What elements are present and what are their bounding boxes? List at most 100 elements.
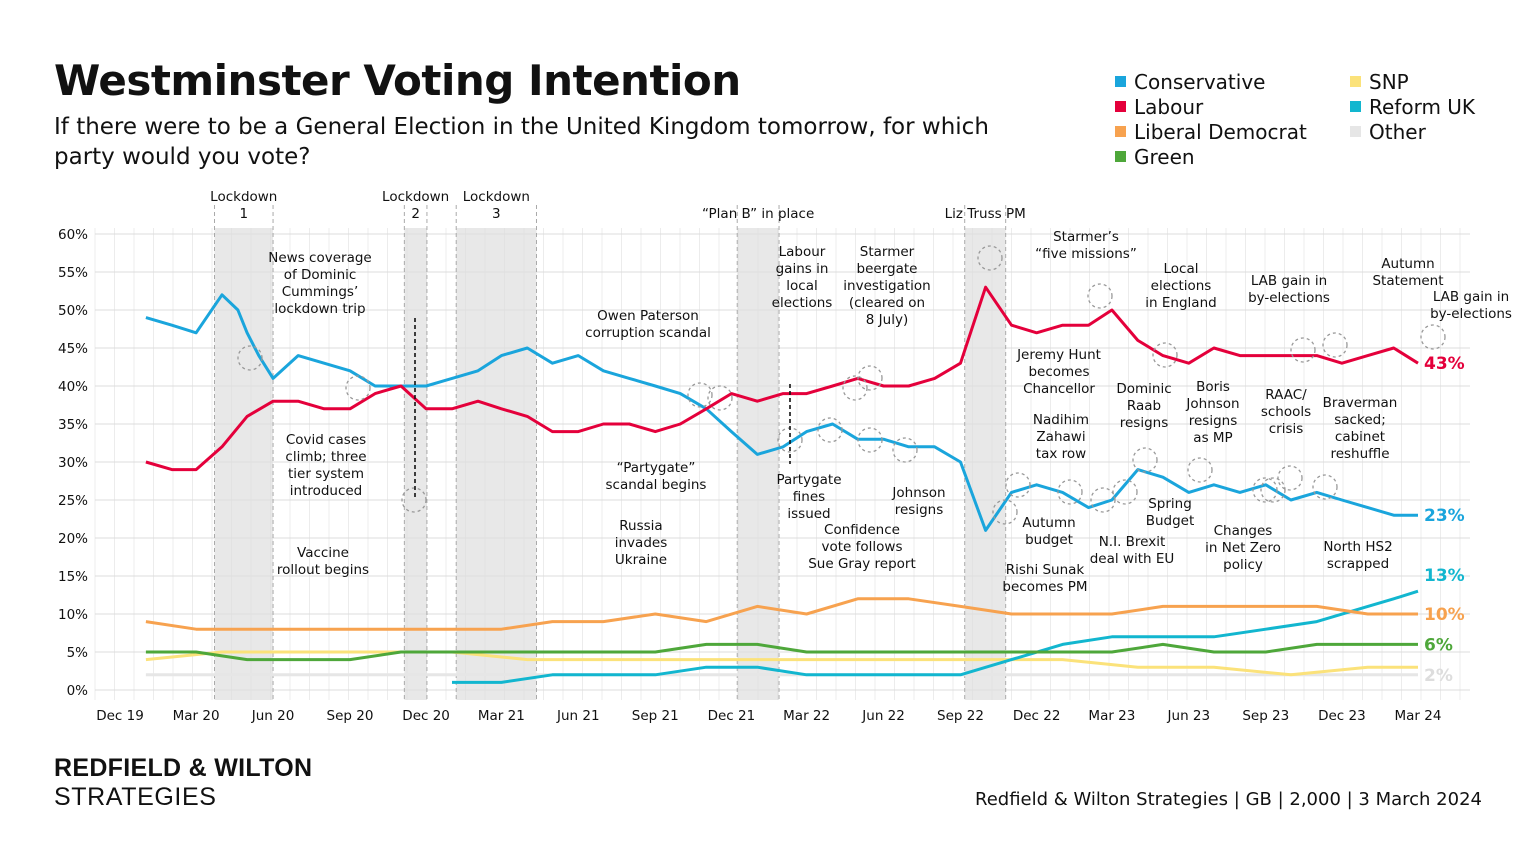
x-tick-label: Jun 21 xyxy=(556,708,600,724)
chart-title: Westminster Voting Intention xyxy=(54,56,741,105)
event-marker xyxy=(1277,465,1303,491)
event-marker xyxy=(892,437,918,463)
annotation-line: North HS2 xyxy=(1323,539,1392,555)
event-marker xyxy=(1152,342,1178,368)
event-marker xyxy=(1260,477,1286,503)
event-marker xyxy=(345,375,371,401)
annotation-line: as MP xyxy=(1193,430,1232,446)
annotation-line: LAB gain in xyxy=(1433,289,1509,305)
annotation-label: Dominic Raab resigns xyxy=(1116,381,1171,431)
label-line: “Plan B” in place xyxy=(702,206,814,222)
annotation-line: Vaccine xyxy=(297,545,349,561)
annotation-line: Raab xyxy=(1127,398,1161,414)
x-tick-label: Dec 20 xyxy=(402,708,450,724)
legend-label: Reform UK xyxy=(1369,95,1476,119)
shaded-period xyxy=(214,228,274,700)
annotation-line: fines xyxy=(793,489,825,505)
series-line-labour xyxy=(145,285,1419,472)
annotation-line: Local xyxy=(1164,261,1199,277)
y-tick-label: 25% xyxy=(58,493,88,509)
event-marker xyxy=(1322,332,1348,358)
series-end-label: 10% xyxy=(1424,605,1465,625)
series-line-reform-uk xyxy=(452,589,1419,684)
annotation-line: Starmer xyxy=(860,244,915,260)
y-tick-label: 45% xyxy=(58,341,88,357)
x-tick-label: Mar 24 xyxy=(1395,708,1442,724)
event-marker xyxy=(401,487,427,513)
annotation-label: Braverman sacked; cabinet reshuffle xyxy=(1323,395,1398,462)
annotation-line: Russia xyxy=(619,518,662,534)
annotation-label: Starmer beergate investigation (cleared on 8… xyxy=(843,244,930,328)
series-end-label: 23% xyxy=(1424,506,1465,526)
annotation-line: LAB gain in xyxy=(1251,273,1327,289)
annotation-line: resigns xyxy=(1120,415,1169,431)
legend-label: SNP xyxy=(1369,70,1409,94)
x-tick-label: Sep 23 xyxy=(1242,708,1289,724)
legend-item-reform: Reform UK xyxy=(1350,95,1475,119)
y-tick-label: 15% xyxy=(58,569,88,585)
y-tick-label: 60% xyxy=(58,227,88,243)
annotation-label: N.I. Brexit deal with EU xyxy=(1090,534,1175,567)
event-marker xyxy=(977,245,1003,271)
series-line-snp xyxy=(145,650,1418,677)
annotation-label: Jeremy Hunt becomes Chancellor xyxy=(1016,347,1101,397)
brand-name: REDFIELD & WILTON xyxy=(54,754,313,782)
annotation-line: News coverage xyxy=(268,250,371,266)
annotation-line: “five missions” xyxy=(1035,246,1137,262)
event-marker xyxy=(1132,447,1158,473)
annotation-line: introduced xyxy=(290,483,363,499)
series-end-label: 13% xyxy=(1424,566,1465,586)
annotation-line: by-elections xyxy=(1430,306,1512,322)
annotation-line: Autumn xyxy=(1381,256,1434,272)
legend-item-other: Other xyxy=(1350,120,1426,144)
annotation-line: tax row xyxy=(1036,446,1086,462)
legend-label: Green xyxy=(1134,145,1195,169)
event-marker xyxy=(992,499,1018,525)
annotation-line: deal with EU xyxy=(1090,551,1175,567)
annotation-line: Labour xyxy=(779,244,826,260)
y-tick-label: 55% xyxy=(58,265,88,281)
event-marker xyxy=(1252,477,1278,503)
annotation-line: issued xyxy=(787,506,830,522)
annotation-label: Nadihim Zahawi tax row xyxy=(1033,412,1089,462)
event-marker xyxy=(707,385,733,411)
annotation-line: resigns xyxy=(1189,413,1238,429)
shaded-period-label: Lockdown 1 xyxy=(210,189,277,222)
shaded-period-label: Liz Truss PM xyxy=(945,206,1026,222)
annotation-line: Cummings’ xyxy=(282,284,359,300)
annotation-line: in Net Zero xyxy=(1205,540,1281,556)
x-tick-label: Jun 22 xyxy=(861,708,905,724)
shaded-period-label: Lockdown 3 xyxy=(463,189,530,222)
annotation-line: Ukraine xyxy=(615,552,667,568)
annotation-label: LAB gain in by-elections xyxy=(1430,289,1512,322)
event-marker xyxy=(1420,324,1446,350)
label-line: 2 xyxy=(411,206,420,222)
event-marker xyxy=(1087,283,1113,309)
annotation-line: beergate xyxy=(857,261,918,277)
annotation-line: Statement xyxy=(1372,273,1443,289)
event-marker xyxy=(1005,472,1031,498)
x-tick-label: Jun 20 xyxy=(251,708,295,724)
event-marker xyxy=(1057,479,1083,505)
annotation-label: Changes in Net Zero policy xyxy=(1205,523,1281,573)
annotation-line: scandal begins xyxy=(606,477,707,493)
x-tick-label: Dec 21 xyxy=(708,708,756,724)
legend-label: Liberal Democrat xyxy=(1134,120,1307,144)
y-tick-label: 40% xyxy=(58,379,88,395)
annotation-label: Owen Paterson corruption scandal xyxy=(585,308,711,341)
annotation-label: Starmer’s “five missions” xyxy=(1035,229,1137,262)
y-tick-label: 50% xyxy=(58,303,88,319)
annotation-label: Local elections in England xyxy=(1145,261,1216,311)
label-line: Lockdown xyxy=(382,189,449,205)
annotations: News coverage of Dominic Cummings’ lockdown… xyxy=(237,229,1512,595)
annotation-line: gains in xyxy=(776,261,829,277)
y-tick-label: 35% xyxy=(58,417,88,433)
annotation-line: RAAC/ xyxy=(1265,387,1307,403)
series-line-conservative xyxy=(145,293,1418,532)
annotation-line: (cleared on xyxy=(849,295,925,311)
event-marker xyxy=(687,382,713,408)
annotation-line: elections xyxy=(772,295,833,311)
annotation-label: Rishi Sunak becomes PM xyxy=(1002,562,1087,595)
annotation-line: by-elections xyxy=(1248,290,1330,306)
chart-subtitle: If there were to be a General Election i… xyxy=(54,114,989,170)
